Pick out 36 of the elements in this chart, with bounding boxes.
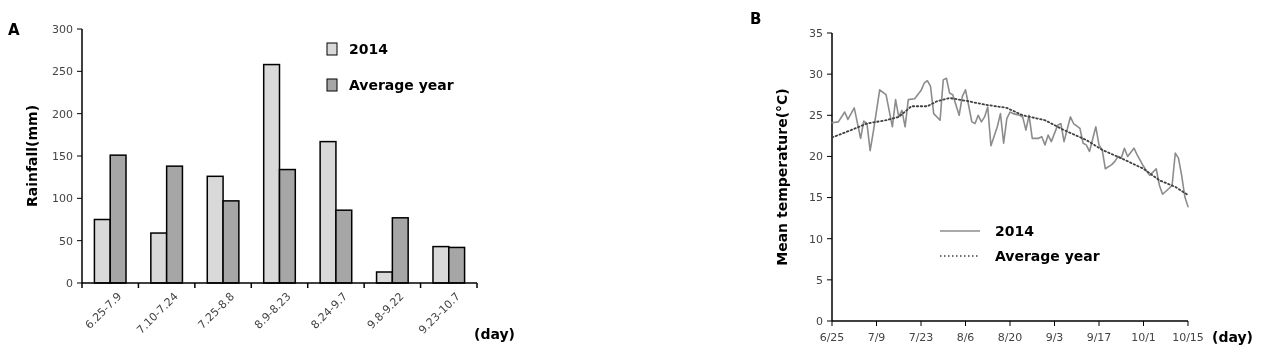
x-tick-label: 8/20 — [997, 331, 1023, 344]
y-tick-label: 150 — [52, 149, 73, 163]
y-tick-label: 5 — [816, 273, 823, 287]
legend-label: 2014 — [995, 222, 1035, 239]
x-tick-label: 7/23 — [908, 331, 934, 344]
y-tick-label: 50 — [59, 234, 73, 248]
x-tick-label: 6/25 — [819, 331, 845, 344]
y-tick-label: 25 — [809, 109, 823, 123]
legend-label: Average year — [995, 247, 1100, 264]
x-axis-title: (day) — [474, 326, 515, 342]
y-tick-label: 15 — [809, 191, 823, 205]
y-tick-label: 20 — [809, 150, 823, 164]
y-tick-label: 100 — [52, 192, 73, 206]
legend-label: Average year — [349, 76, 454, 93]
x-tick-label: 9/17 — [1086, 331, 1112, 344]
line-series — [831, 77, 1189, 208]
y-tick-label: 200 — [52, 107, 73, 121]
text: B — [750, 10, 762, 28]
y-axis-title: Mean temperature(°C) — [774, 88, 790, 266]
y-tick-label: 0 — [816, 314, 823, 328]
x-tick-label: 9/3 — [1045, 331, 1064, 344]
x-tick-label: 8/6 — [956, 331, 975, 344]
y-tick-label: 10 — [809, 232, 823, 246]
line-series — [831, 97, 1189, 196]
x-tick-label: 10/15 — [1172, 331, 1204, 344]
y-tick-label: 35 — [809, 26, 823, 40]
y-axis-title: Rainfall(mm) — [24, 104, 40, 208]
text: A — [8, 21, 20, 39]
x-tick-label: 10/1 — [1131, 331, 1156, 344]
y-tick-label: 30 — [809, 67, 823, 81]
y-tick-label: 250 — [52, 65, 73, 79]
x-tick-label: 7/9 — [867, 331, 886, 344]
x-axis-title: (day) — [1212, 329, 1253, 345]
y-tick-label: 300 — [52, 22, 73, 36]
legend-label: 2014 — [349, 40, 389, 57]
y-tick-label: 0 — [66, 276, 73, 290]
